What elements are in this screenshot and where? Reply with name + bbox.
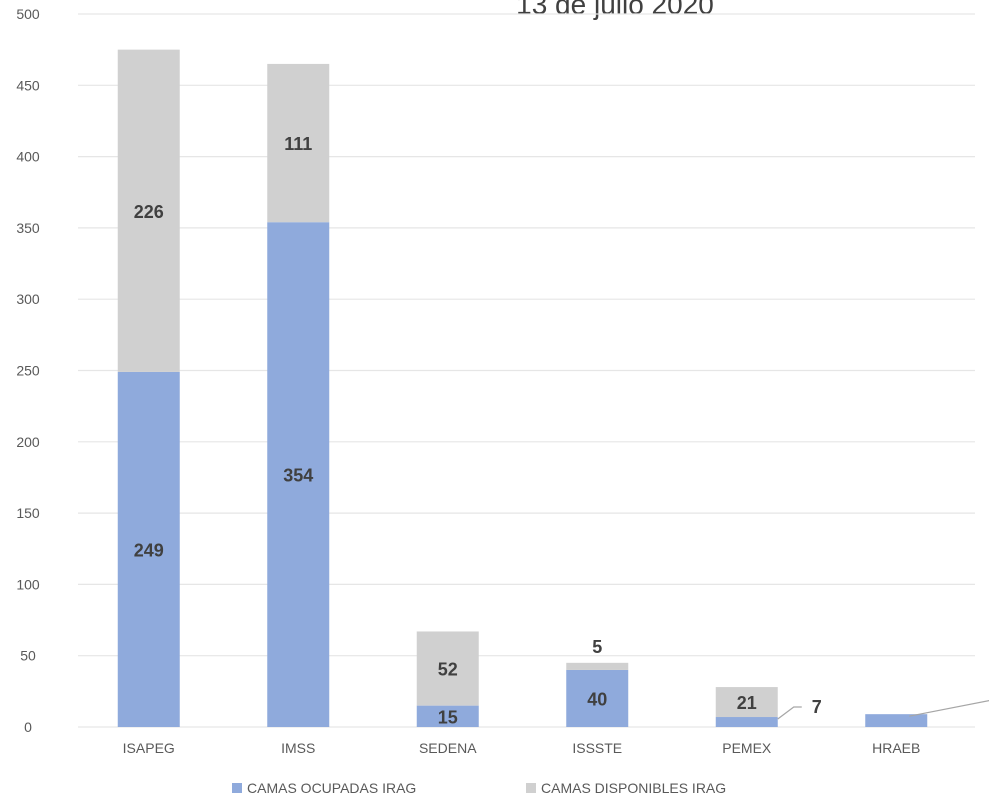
bar-pemex-disponibles	[715, 687, 778, 718]
legend-label: CAMAS OCUPADAS IRAG	[247, 780, 416, 796]
data-label: 15	[438, 707, 458, 727]
x-axis: ISAPEG IMSS SEDENA ISSSTE PEMEX HRAEB	[123, 740, 921, 756]
data-label-group: 7	[777, 697, 822, 720]
y-tick-label: 200	[16, 434, 40, 450]
bar-imss-disponibles	[267, 63, 330, 223]
y-tick-label: 350	[16, 220, 40, 236]
data-label-group: 40	[587, 689, 607, 709]
data-label-group: 21	[737, 693, 757, 713]
data-labels-layer: 249 226 354 111 15 52 40 5 7 21 9	[134, 134, 989, 727]
bar-sedena-ocupadas	[416, 705, 479, 727]
y-tick-label: 150	[16, 505, 40, 521]
y-axis: 0 50 100 150 200 250 300 350 400 450 500	[16, 6, 40, 735]
data-label-group: 226	[134, 202, 164, 222]
y-tick-label: 500	[16, 6, 40, 22]
data-label: 7	[812, 697, 822, 717]
callout-leader-line	[777, 706, 802, 720]
data-label-group: 5	[592, 637, 602, 657]
data-label-group: 111	[284, 134, 312, 154]
data-label: 40	[587, 689, 607, 709]
y-tick-label: 400	[16, 149, 40, 165]
bar-issste-ocupadas	[566, 669, 629, 727]
data-label-group: 52	[438, 660, 458, 680]
bar-imss-ocupadas	[267, 222, 330, 728]
x-category-label: ISAPEG	[123, 740, 175, 756]
grid-layer	[78, 13, 975, 728]
data-label: 21	[737, 693, 757, 713]
legend: CAMAS OCUPADAS IRAG CAMAS DISPONIBLES IRA…	[232, 780, 726, 796]
data-label-group: 249	[134, 540, 164, 560]
x-category-label: ISSSTE	[572, 740, 622, 756]
y-tick-label: 50	[20, 648, 36, 664]
legend-item: CAMAS DISPONIBLES IRAG	[526, 780, 726, 796]
data-label: 354	[283, 466, 313, 486]
data-label: 226	[134, 202, 164, 222]
callout-leader-line	[909, 699, 989, 717]
data-label: 249	[134, 540, 164, 560]
chart-title: 13 de julio 2020	[516, 0, 714, 20]
x-category-label: PEMEX	[722, 740, 772, 756]
y-tick-label: 450	[16, 77, 40, 93]
legend-item: CAMAS OCUPADAS IRAG	[232, 780, 416, 796]
y-tick-label: 250	[16, 363, 40, 379]
x-category-label: HRAEB	[872, 740, 920, 756]
x-category-label: IMSS	[281, 740, 315, 756]
y-tick-label: 0	[24, 719, 32, 735]
x-category-label: SEDENA	[419, 740, 477, 756]
legend-label: CAMAS DISPONIBLES IRAG	[541, 780, 726, 796]
data-label: 52	[438, 660, 458, 680]
legend-swatch	[232, 783, 242, 793]
data-label-group: 354	[283, 466, 313, 486]
bar-issste-disponibles	[566, 662, 629, 670]
data-label: 5	[592, 637, 602, 657]
bars-layer	[117, 49, 928, 728]
data-label-group: 9	[909, 699, 989, 717]
data-label: 111	[284, 134, 312, 154]
bar-isapeg-ocupadas	[117, 371, 180, 727]
data-label-group: 15	[438, 707, 458, 727]
bar-sedena-disponibles	[416, 631, 479, 706]
bar-isapeg-disponibles	[117, 49, 180, 372]
bar-hraeb-ocupadas	[865, 714, 928, 727]
y-tick-label: 300	[16, 291, 40, 307]
bar-pemex-ocupadas	[715, 717, 778, 727]
legend-swatch	[526, 783, 536, 793]
y-tick-label: 100	[16, 576, 40, 592]
